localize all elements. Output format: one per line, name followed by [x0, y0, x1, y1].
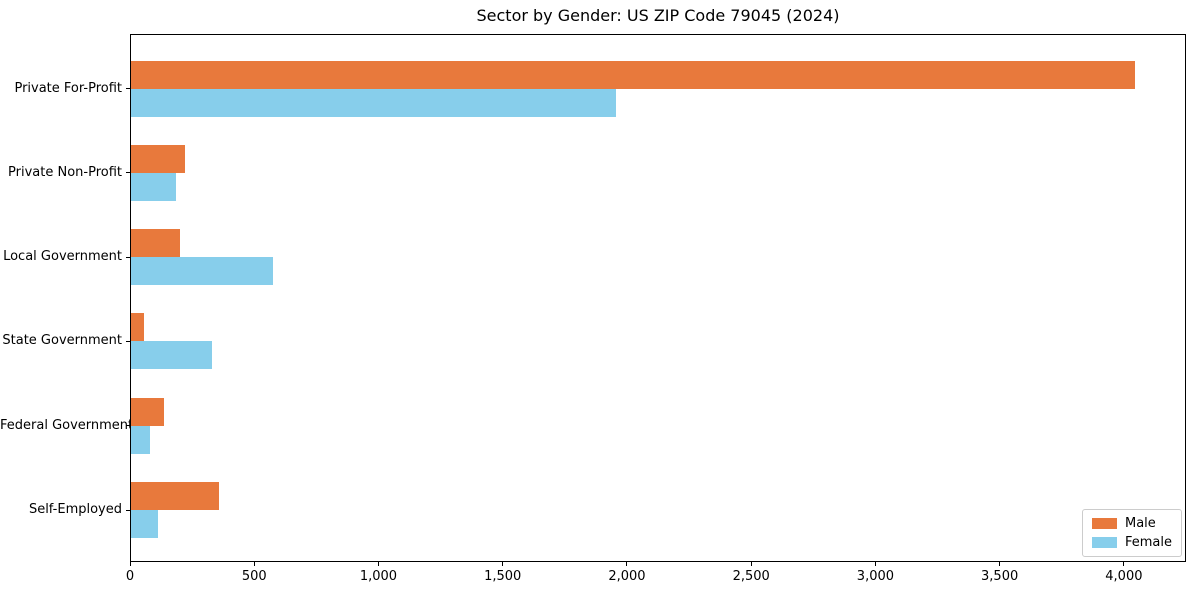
- bar-male-local-government: [131, 229, 180, 258]
- x-tick-label-3500: 3,500: [981, 569, 1019, 584]
- bar-male-federal-government: [131, 397, 165, 426]
- y-tick-mark: [126, 172, 130, 174]
- bar-male-private-non-profit: [131, 144, 185, 173]
- y-tick-mark: [126, 256, 130, 258]
- bar-female-private-non-profit: [131, 172, 176, 201]
- plot-area: [130, 34, 1186, 562]
- x-tick-mark: [999, 562, 1001, 566]
- x-tick-label-1500: 1,500: [484, 569, 522, 584]
- y-tick-label-private-for-profit: Private For-Profit: [14, 80, 122, 96]
- x-tick-mark: [377, 562, 379, 566]
- y-tick-label-self-employed: Self-Employed: [28, 502, 122, 517]
- bar-male-state-government: [131, 313, 144, 342]
- bar-female-local-government: [131, 257, 273, 286]
- x-tick-mark: [874, 562, 876, 566]
- x-tick-mark: [750, 562, 752, 566]
- legend: Male Female: [1081, 509, 1182, 557]
- chart-title: Sector by Gender: US ZIP Code 79045 (202…: [476, 6, 840, 25]
- bar-female-private-for-profit: [131, 88, 616, 117]
- bar-female-self-employed: [131, 510, 159, 538]
- x-tick-mark: [626, 562, 628, 566]
- x-tick-label-4000: 4,000: [1105, 569, 1143, 584]
- y-tick-mark: [126, 88, 130, 89]
- bar-female-state-government: [131, 341, 212, 370]
- x-tick-label-3000: 3,000: [856, 569, 895, 584]
- y-tick-label-local-government: Local Government: [3, 249, 122, 265]
- x-tick-label-1000: 1,000: [359, 569, 398, 584]
- legend-item-female: Female: [1091, 535, 1172, 550]
- x-tick-mark: [1123, 562, 1125, 566]
- y-tick-mark: [126, 509, 130, 511]
- legend-label-male: Male: [1124, 516, 1156, 531]
- female-color-swatch: [1091, 537, 1117, 548]
- legend-item-male: Male: [1091, 516, 1172, 531]
- x-tick-label-500: 500: [241, 569, 267, 584]
- x-tick-label-2000: 2,000: [608, 569, 646, 584]
- male-color-swatch: [1091, 518, 1117, 529]
- y-tick-mark: [126, 340, 130, 342]
- x-tick-label-2500: 2,500: [732, 569, 770, 584]
- bar-male-self-employed: [131, 482, 219, 510]
- x-tick-label-0: 0: [125, 569, 135, 584]
- legend-label-female: Female: [1124, 535, 1172, 550]
- x-tick-mark: [129, 562, 131, 566]
- bar-male-private-for-profit: [131, 60, 1136, 89]
- x-tick-mark: [253, 562, 255, 566]
- y-tick-label-state-government: State Government: [2, 333, 122, 349]
- x-tick-mark: [502, 562, 504, 566]
- bar-female-federal-government: [131, 425, 150, 454]
- y-tick-label-federal-government: Federal Government: [0, 417, 134, 433]
- y-tick-mark: [126, 425, 130, 427]
- y-tick-label-private-non-profit: Private Non-Profit: [8, 164, 122, 180]
